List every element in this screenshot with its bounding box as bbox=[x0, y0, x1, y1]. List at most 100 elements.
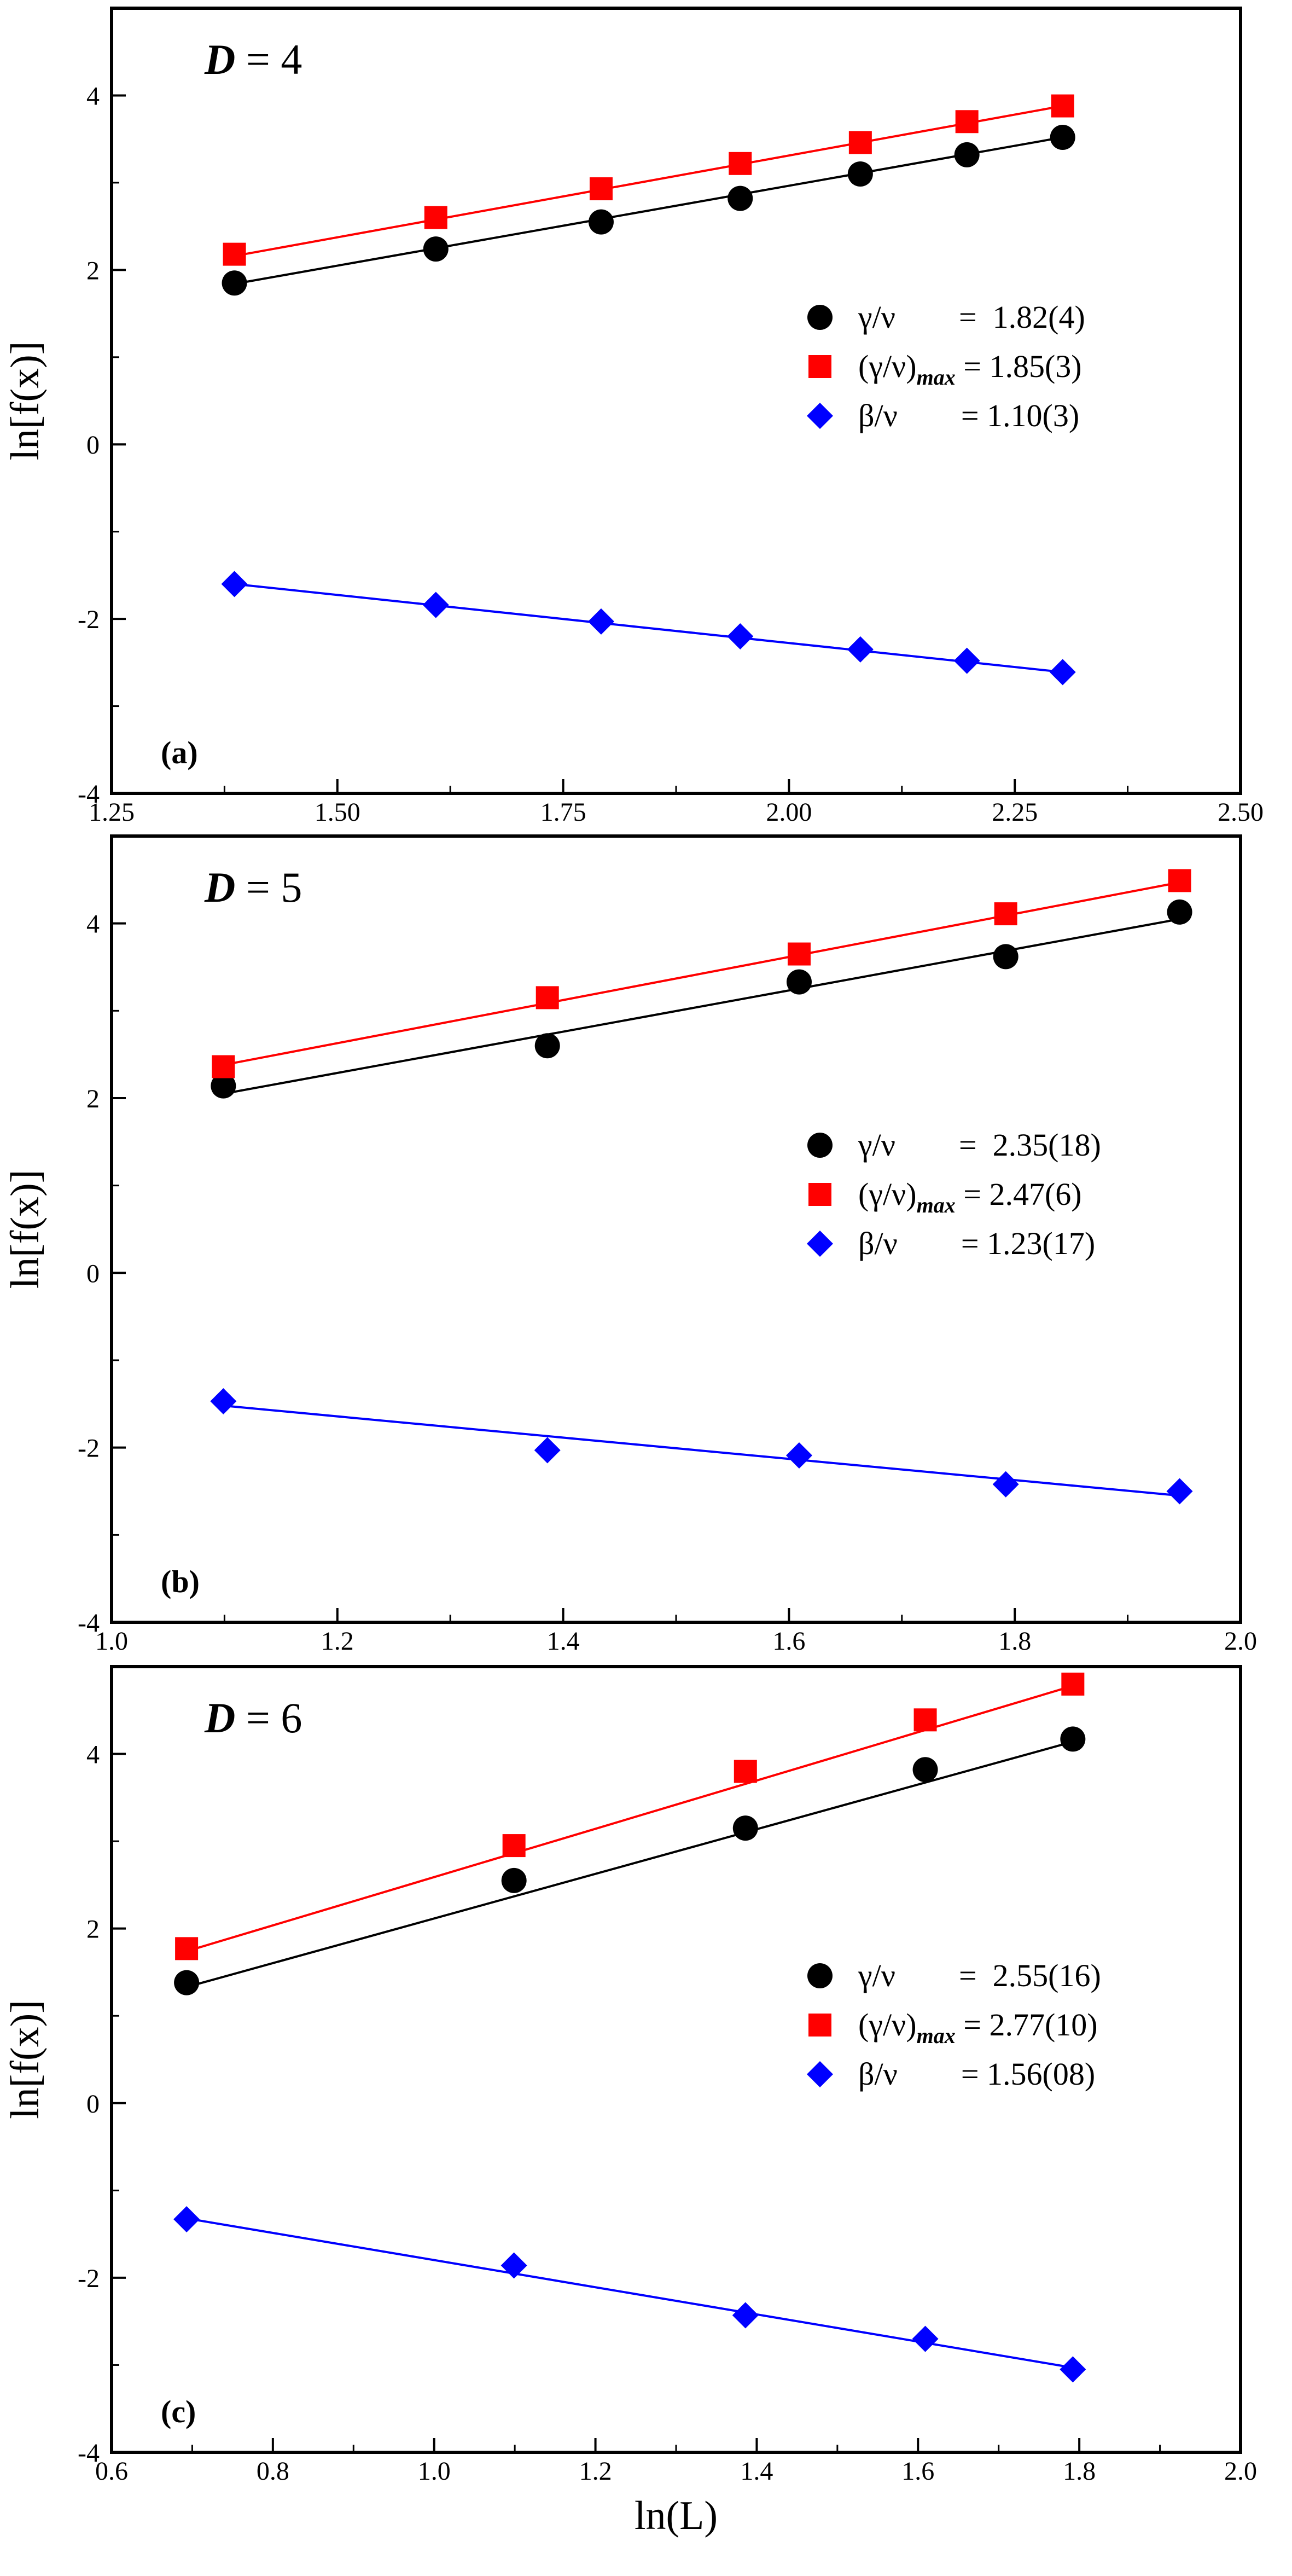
legend-marker bbox=[807, 1133, 833, 1158]
legend-marker bbox=[807, 403, 833, 429]
dimension-symbol: D bbox=[204, 1694, 235, 1742]
fit-line bbox=[234, 583, 1063, 674]
dimension-value: = 6 bbox=[235, 1694, 302, 1742]
fit-line bbox=[223, 1405, 1180, 1497]
legend-subscript: max bbox=[917, 365, 956, 390]
data-point bbox=[1060, 2356, 1086, 2383]
legend-entry: (γ/ν)max = 1.85(3) bbox=[858, 349, 1082, 390]
panel-label: (c) bbox=[161, 2394, 196, 2429]
series-circle bbox=[222, 124, 1075, 296]
data-point bbox=[536, 986, 559, 1009]
data-point bbox=[1050, 124, 1075, 150]
y-tick-label: -2 bbox=[78, 605, 100, 634]
panel-label: (b) bbox=[161, 1564, 200, 1599]
x-tick-label: 1.8 bbox=[1063, 2457, 1096, 2486]
data-point bbox=[785, 1442, 812, 1469]
x-tick-label: 1.0 bbox=[418, 2457, 451, 2486]
x-tick-label: 1.25 bbox=[89, 798, 135, 827]
legend-subscript: max bbox=[917, 1193, 956, 1217]
legend-marker bbox=[807, 305, 833, 330]
data-point bbox=[223, 242, 246, 266]
fit-line bbox=[234, 105, 1063, 257]
data-point bbox=[847, 636, 874, 663]
legend-entry: (γ/ν)max = 2.47(6) bbox=[858, 1176, 1082, 1217]
data-point bbox=[994, 902, 1017, 926]
y-tick-label: 0 bbox=[86, 1259, 100, 1288]
x-tick-label: 1.50 bbox=[315, 798, 360, 827]
data-point bbox=[221, 571, 248, 597]
y-tick-label: 2 bbox=[86, 256, 100, 285]
legend: γ/ν = 2.35(18) (γ/ν)max = 2.47(6) β/ν = 1.… bbox=[807, 1127, 1101, 1261]
y-tick-label: 0 bbox=[86, 431, 100, 460]
data-point bbox=[1167, 899, 1192, 925]
series-square bbox=[212, 869, 1191, 1078]
y-tick-label: -4 bbox=[78, 2439, 100, 2468]
x-tick-label: 1.75 bbox=[540, 798, 586, 827]
data-point bbox=[211, 1073, 236, 1099]
data-point bbox=[732, 2302, 759, 2329]
data-point bbox=[954, 142, 980, 167]
x-tick-label: 1.4 bbox=[740, 2457, 773, 2486]
data-point bbox=[534, 1437, 561, 1464]
legend-subscript: max bbox=[917, 2023, 956, 2048]
panel-label: (a) bbox=[161, 735, 198, 770]
panel-a: 1.25 1.50 1.75 2.00 2.25 2.50 -4 -2 0 2 4 ln[f(x)] D… bbox=[3, 7, 1264, 827]
data-point bbox=[1061, 1672, 1085, 1696]
data-point bbox=[174, 1970, 200, 1995]
y-tick-label: 4 bbox=[86, 82, 100, 111]
series-circle bbox=[211, 899, 1192, 1099]
data-point bbox=[848, 131, 872, 154]
data-point bbox=[732, 1815, 758, 1841]
data-point bbox=[212, 1055, 235, 1078]
data-point bbox=[955, 110, 979, 134]
data-point bbox=[588, 209, 614, 235]
fit-line bbox=[234, 136, 1063, 285]
y-axis-label: ln[f(x)] bbox=[3, 2000, 48, 2119]
x-tick-label: 1.8 bbox=[998, 1627, 1031, 1656]
y-tick-label: 4 bbox=[86, 910, 100, 939]
data-point bbox=[847, 161, 873, 187]
legend-marker bbox=[808, 1183, 831, 1206]
legend-main: (γ/ν) bbox=[858, 2007, 917, 2043]
data-point bbox=[422, 591, 449, 618]
fit-line bbox=[186, 2217, 1073, 2369]
y-tick-label: 0 bbox=[86, 2090, 100, 2119]
panel-c: 0.6 0.8 1.0 1.2 1.4 1.6 1.8 2.0 -4 -2 0 2 4 ln[f(x)] l… bbox=[3, 1665, 1257, 2538]
series-square bbox=[223, 94, 1074, 266]
legend-entry: β/ν = 1.56(08) bbox=[858, 2056, 1095, 2092]
y-tick-label: 4 bbox=[86, 1740, 100, 1769]
legend-value: = 2.47(6) bbox=[956, 1176, 1082, 1212]
data-point bbox=[727, 623, 754, 649]
x-tick-label: 2.0 bbox=[1224, 1627, 1257, 1656]
series-circle bbox=[174, 1726, 1086, 1995]
legend-main: (γ/ν) bbox=[858, 1176, 917, 1212]
x-tick-label: 1.6 bbox=[772, 1627, 805, 1656]
dimension-symbol: D bbox=[204, 36, 235, 83]
data-point bbox=[734, 1760, 757, 1783]
x-tick-label: 1.2 bbox=[579, 2457, 612, 2486]
data-point bbox=[1168, 869, 1191, 892]
data-point bbox=[424, 206, 447, 229]
data-point bbox=[1166, 1478, 1193, 1505]
x-tick-label: 2.00 bbox=[766, 798, 812, 827]
x-tick-label: 2.0 bbox=[1224, 2457, 1257, 2486]
legend-entry: β/ν = 1.10(3) bbox=[858, 398, 1079, 433]
series-diamond bbox=[221, 571, 1076, 686]
y-tick-label: 2 bbox=[86, 1915, 100, 1944]
data-point bbox=[210, 1388, 237, 1415]
dimension-value: = 5 bbox=[235, 863, 302, 911]
data-point bbox=[423, 236, 449, 262]
data-point bbox=[1051, 94, 1074, 118]
data-point bbox=[993, 944, 1019, 970]
legend-entry: (γ/ν)max = 2.77(10) bbox=[858, 2007, 1098, 2048]
legend: γ/ν = 2.55(16) (γ/ν)max = 2.77(10) β/ν = 1… bbox=[807, 1958, 1101, 2092]
legend-entry: γ/ν = 2.35(18) bbox=[858, 1127, 1101, 1163]
y-tick-label: -2 bbox=[78, 1434, 100, 1463]
fit-line bbox=[223, 881, 1180, 1066]
y-tick-label: -4 bbox=[78, 780, 100, 809]
data-point bbox=[1060, 1726, 1086, 1752]
series-square bbox=[175, 1672, 1085, 1960]
data-point bbox=[953, 647, 980, 674]
fit-line bbox=[186, 1685, 1073, 1953]
